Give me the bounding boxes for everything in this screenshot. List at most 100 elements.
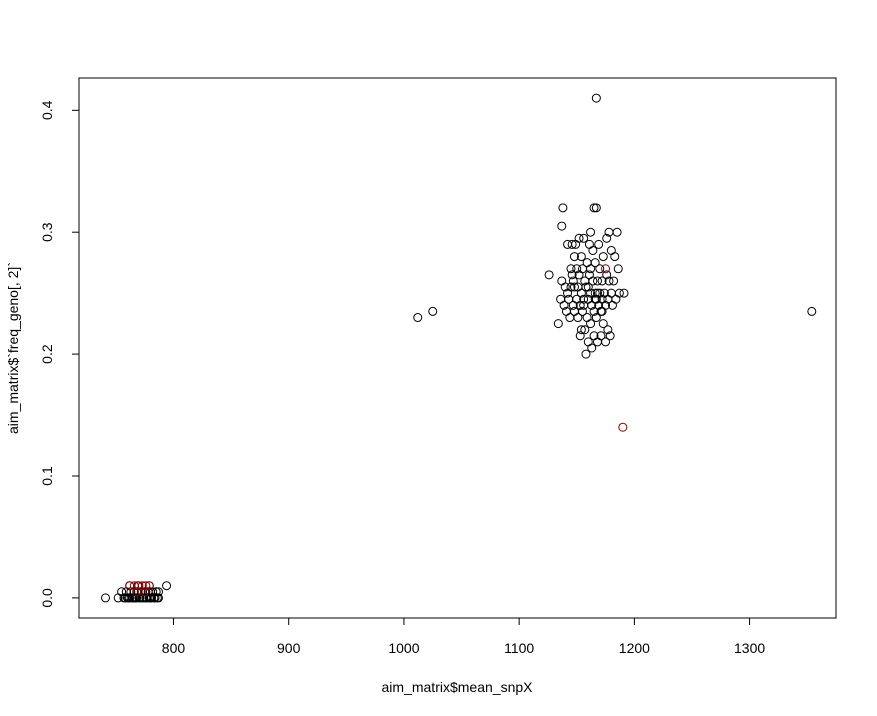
- data-point: [572, 264, 582, 274]
- data-point: [566, 264, 576, 274]
- data-point: [581, 282, 591, 292]
- data-point: [559, 300, 569, 310]
- data-point: [567, 270, 577, 280]
- data-point: [610, 252, 620, 262]
- data-point: [151, 587, 161, 597]
- data-point: [594, 239, 604, 249]
- data-point: [566, 282, 576, 292]
- x-tick-label: 900: [277, 640, 301, 656]
- data-point: [154, 587, 164, 597]
- data-point: [576, 288, 586, 298]
- data-point: [141, 581, 151, 591]
- data-point: [595, 288, 605, 298]
- x-tick-label: 1300: [734, 640, 765, 656]
- data-points: [101, 93, 817, 603]
- data-point: [595, 264, 605, 274]
- data-point: [582, 313, 592, 323]
- data-point: [587, 343, 597, 353]
- data-point: [614, 288, 624, 298]
- data-point: [606, 245, 616, 255]
- data-point: [563, 239, 573, 249]
- data-point: [134, 581, 144, 591]
- data-point: [567, 239, 577, 249]
- data-point: [586, 288, 596, 298]
- data-point: [596, 331, 606, 341]
- y-tick-label: 0.1: [39, 466, 55, 486]
- data-point: [144, 581, 154, 591]
- data-point: [618, 422, 628, 432]
- data-point: [576, 252, 586, 262]
- data-point: [611, 294, 621, 304]
- y-axis: 0.0 0.1 0.2 0.3 0.4: [39, 100, 80, 608]
- data-point: [612, 227, 622, 237]
- data-point: [574, 233, 584, 243]
- x-axis: 800 900 1000 1100 1200 1300: [162, 617, 765, 656]
- data-point: [556, 294, 566, 304]
- data-point: [428, 306, 438, 316]
- data-point: [598, 319, 608, 329]
- data-point: [589, 203, 599, 213]
- data-point: [569, 282, 579, 292]
- y-tick-label: 0.2: [39, 344, 55, 364]
- plot-frame: [78, 77, 837, 619]
- data-point: [613, 264, 623, 274]
- x-tick-label: 1000: [388, 640, 419, 656]
- data-point: [597, 276, 607, 286]
- data-point: [557, 221, 567, 231]
- data-point: [591, 313, 601, 323]
- data-point: [588, 276, 598, 286]
- data-point: [154, 593, 164, 603]
- data-point: [579, 233, 589, 243]
- data-point: [601, 264, 611, 274]
- data-point: [602, 233, 612, 243]
- data-point: [592, 288, 602, 298]
- data-point: [582, 258, 592, 268]
- data-point: [140, 587, 150, 597]
- data-point: [568, 276, 578, 286]
- data-point: [162, 581, 172, 591]
- x-axis-label: aim_matrix$mean_snpX: [382, 679, 534, 695]
- data-point: [579, 300, 589, 310]
- data-point: [573, 313, 583, 323]
- data-point: [590, 258, 600, 268]
- data-point: [619, 288, 629, 298]
- data-point: [581, 349, 591, 359]
- data-point: [579, 294, 589, 304]
- data-point: [557, 276, 567, 286]
- data-point: [137, 581, 147, 591]
- data-point: [604, 276, 614, 286]
- data-point: [597, 306, 607, 316]
- data-point: [586, 264, 596, 274]
- y-tick-label: 0.3: [39, 222, 55, 242]
- data-point: [583, 282, 593, 292]
- data-point: [598, 252, 608, 262]
- data-point: [120, 593, 130, 603]
- data-point: [125, 593, 135, 603]
- data-point: [586, 319, 596, 329]
- data-point: [605, 331, 615, 341]
- x-tick-label: 800: [162, 640, 186, 656]
- data-point: [592, 276, 602, 286]
- data-point: [569, 252, 579, 262]
- data-point: [590, 294, 600, 304]
- data-point: [125, 581, 135, 591]
- data-point: [560, 282, 570, 292]
- data-point: [580, 325, 590, 335]
- data-point: [576, 325, 586, 335]
- data-point: [592, 337, 602, 347]
- data-point: [101, 593, 111, 603]
- data-point: [558, 203, 568, 213]
- data-point: [147, 593, 157, 603]
- data-point: [603, 325, 613, 335]
- data-point: [575, 331, 585, 341]
- data-point: [588, 245, 598, 255]
- data-point: [602, 270, 612, 280]
- data-point: [132, 593, 142, 603]
- data-point: [591, 93, 601, 103]
- x-tick-label: 1200: [619, 640, 650, 656]
- x-tick-label: 1100: [504, 640, 534, 656]
- y-tick-label: 0.0: [39, 588, 55, 608]
- data-point: [586, 227, 596, 237]
- data-point: [601, 337, 611, 347]
